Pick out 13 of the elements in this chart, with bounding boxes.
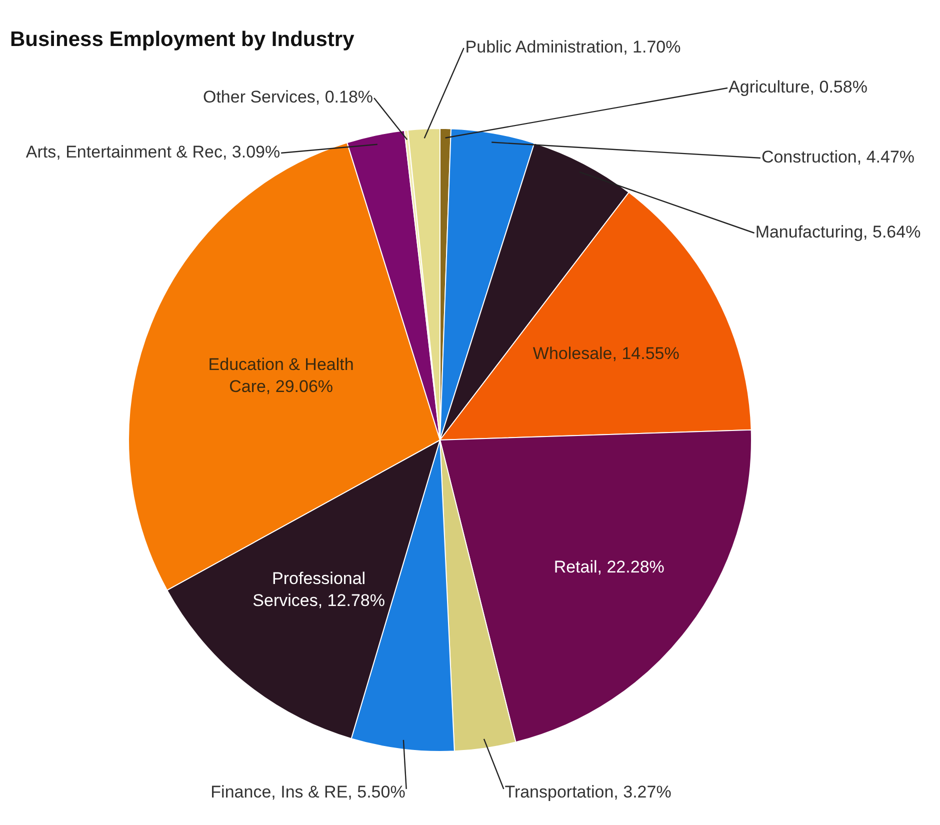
slice-label: Public Administration, 1.70% — [465, 38, 681, 57]
slice-label: Professional Services, 12.78% — [252, 569, 385, 610]
slice-label: Other Services, 0.18% — [202, 88, 374, 107]
slice-label: Construction, 4.47% — [761, 148, 915, 167]
slice-label: Wholesale, 14.55% — [532, 344, 680, 364]
slice-label: Education & Health Care, 29.06% — [208, 354, 354, 396]
slice-label: Transportation, 3.27% — [504, 782, 672, 802]
slice-label: Agriculture, 0.58% — [728, 78, 868, 97]
slice-label: Manufacturing, 5.64% — [755, 222, 921, 242]
chart-title: Business Employment by Industry — [10, 28, 355, 51]
slice-label: Retail, 22.28% — [554, 557, 664, 576]
slice-label: Finance, Ins & RE, 5.50% — [210, 782, 406, 802]
slice-label: Arts, Entertainment & Rec, 3.09% — [26, 142, 280, 162]
